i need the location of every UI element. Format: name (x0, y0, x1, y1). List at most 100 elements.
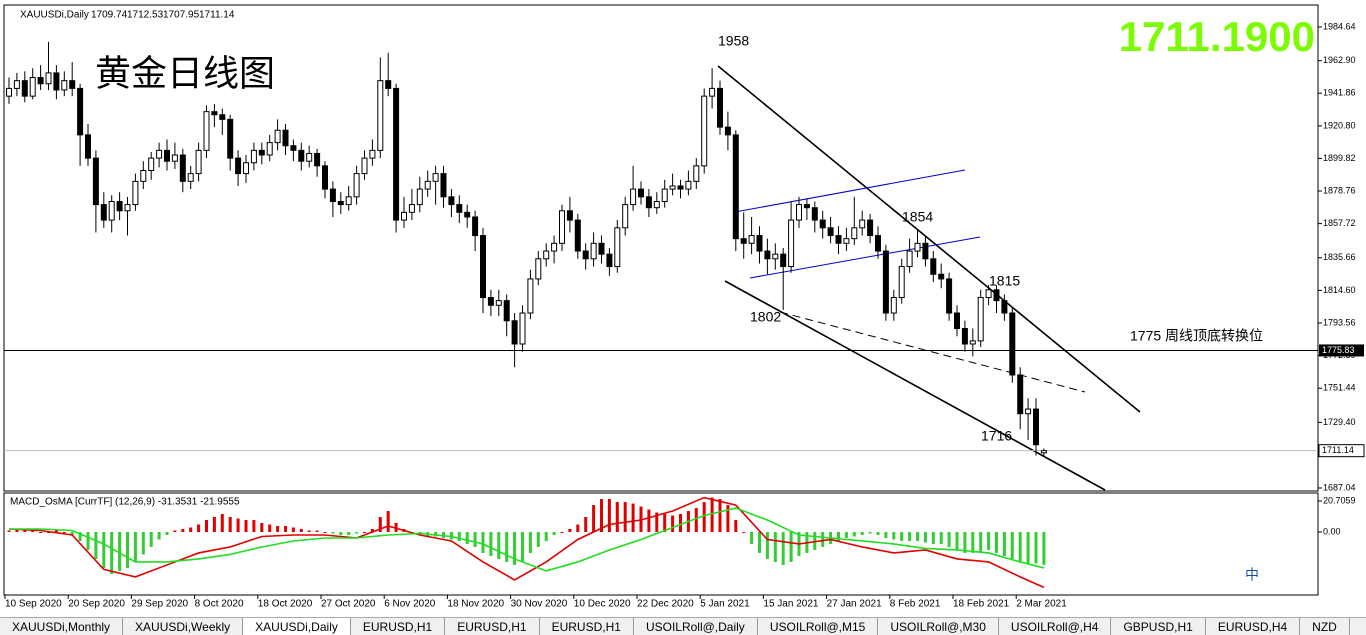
candle-body (527, 278, 534, 314)
histogram-bar (1026, 532, 1030, 564)
level-tag (1319, 344, 1364, 357)
x-tick-label: 18 Feb 2021 (953, 599, 1010, 610)
x-tick-label: 8 Oct 2020 (195, 599, 244, 610)
toolbar-lang[interactable]: 中 (1245, 567, 1259, 583)
candle-body (69, 80, 76, 89)
histogram-bar (607, 499, 611, 533)
histogram-bar (923, 532, 927, 543)
candle-body (906, 250, 913, 268)
candle-body (148, 157, 155, 172)
annotation: 1854 (902, 209, 933, 225)
histogram-bar (884, 532, 888, 538)
candle-body (875, 235, 881, 252)
y-tick-label: 1857.72 (1323, 218, 1356, 228)
chart-tab[interactable]: EURUSD,H1 (351, 618, 446, 635)
histogram-bar (773, 532, 777, 562)
histogram-bar (497, 532, 501, 559)
candle-body (203, 111, 210, 151)
y-tick-label: 1984.64 (1323, 21, 1356, 31)
candle-body (290, 145, 297, 151)
candle-body (630, 188, 637, 206)
y-tick-label: 1962.90 (1323, 55, 1356, 65)
candle-body (345, 196, 352, 206)
y-tick-label: 1941.86 (1323, 88, 1356, 98)
chart-tab[interactable]: XAUUSDi,Weekly (123, 618, 244, 635)
candle-body (796, 204, 802, 221)
histogram-bar (971, 532, 975, 553)
histogram-bar (31, 530, 35, 533)
y-tick-label: 1878.76 (1323, 185, 1356, 195)
y-tick-label: 20.7059 (1323, 495, 1356, 505)
chart-tab[interactable]: XAUUSDi,Monthly (0, 618, 124, 635)
candle-body (882, 250, 889, 314)
chart-tab[interactable]: NZD (1300, 618, 1350, 635)
bid-tag (1318, 444, 1365, 458)
candle-body (803, 204, 810, 209)
histogram-bar (465, 532, 469, 544)
candle-body (408, 204, 415, 213)
candle-body (977, 297, 984, 342)
histogram-bar (189, 527, 193, 533)
candle-body (243, 162, 249, 175)
histogram-bar (947, 532, 951, 547)
chart-tab[interactable]: USOILRoll@,M30 (878, 618, 999, 635)
annotation: 1716 (981, 428, 1012, 444)
annotation: 1958 (718, 33, 749, 49)
histogram-bar (15, 529, 19, 533)
histogram-bar (1002, 532, 1006, 556)
histogram-bar (995, 532, 998, 553)
chart-tab[interactable]: USOILRoll@,M15 (758, 618, 879, 635)
chart-tab[interactable]: EURUSD,H4 (1206, 618, 1301, 635)
chart-tab[interactable]: USOILRoll@,Daily (634, 618, 758, 635)
histogram-bar (734, 520, 738, 533)
histogram-bar (86, 532, 90, 550)
candle-body (401, 211, 407, 221)
histogram-bar (892, 532, 896, 540)
chart-tab[interactable]: XAUUSDi,Daily (243, 618, 351, 635)
candle-body (108, 200, 115, 221)
candle-body (819, 219, 826, 229)
candle-body (353, 173, 360, 198)
histogram-bar (718, 499, 722, 533)
histogram-bar (931, 532, 935, 544)
header-value: 1711.14 (199, 10, 235, 21)
histogram-bar (23, 530, 27, 533)
chart-tab[interactable]: GBPUSD,H1 (1111, 618, 1206, 635)
histogram-bar (1018, 532, 1022, 562)
histogram-bar (7, 530, 11, 533)
candle-body (859, 219, 866, 229)
chart-tab[interactable]: EURUSD,H1 (540, 618, 634, 635)
histogram-bar (473, 532, 477, 547)
candle-body (566, 210, 573, 221)
histogram-bar (513, 532, 517, 565)
candle-body (85, 134, 91, 159)
level-label: 1775.83 (1322, 345, 1355, 355)
histogram-bar (284, 526, 287, 533)
histogram-bar (876, 532, 880, 535)
histogram-bar (908, 532, 912, 541)
histogram-bar (47, 532, 50, 534)
candle-body (440, 173, 447, 198)
histogram-bar (702, 502, 706, 533)
macd-line (9, 507, 1045, 572)
candle-body (1001, 300, 1008, 314)
candle-body (622, 204, 629, 229)
y-tick-label: 1751.44 (1323, 383, 1356, 393)
candle-body (645, 196, 652, 209)
candle-body (337, 200, 344, 206)
histogram-bar (110, 532, 114, 574)
histogram-bar (528, 532, 532, 553)
histogram-bar (852, 532, 856, 537)
candle-body (764, 250, 771, 260)
channel-line (734, 169, 966, 213)
histogram-bar (505, 532, 509, 562)
histogram-bar (647, 509, 651, 533)
header-value: 1712.53 (127, 10, 164, 21)
chart-tab[interactable]: EURUSD,H1 (445, 618, 540, 635)
chart-tab[interactable]: USOILRoll@,H4 (999, 618, 1112, 635)
candle-body (843, 238, 850, 244)
histogram-bar (276, 526, 280, 533)
candle-body (495, 300, 502, 306)
x-tick-label: 18 Oct 2020 (258, 599, 313, 610)
candle-body (298, 149, 305, 162)
